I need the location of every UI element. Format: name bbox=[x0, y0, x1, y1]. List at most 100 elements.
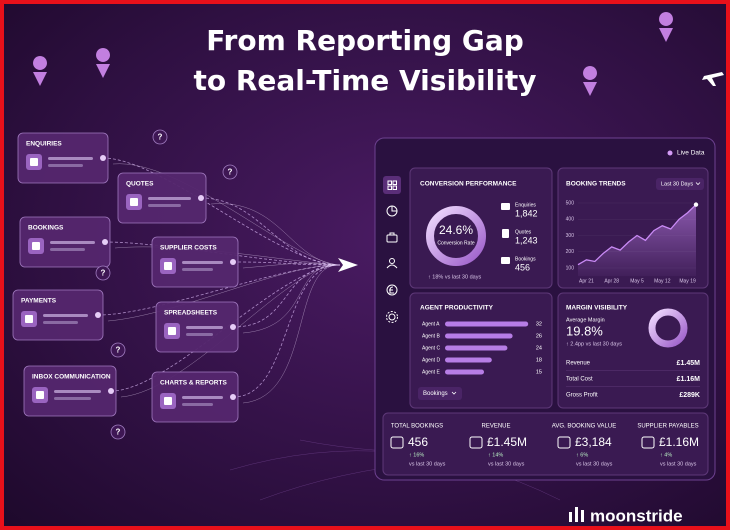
kpi-change: ↑ 6% bbox=[576, 452, 588, 458]
y-tick-label: 400 bbox=[566, 217, 575, 223]
x-tick-label: May 19 bbox=[679, 278, 696, 284]
margin-row-label: Revenue bbox=[566, 361, 591, 367]
metric-label: Bookings bbox=[423, 391, 448, 397]
connector-dot bbox=[230, 394, 236, 400]
margin-row-value: £289K bbox=[679, 392, 700, 399]
question-badge bbox=[152, 129, 168, 145]
kpi-change: ↑ 16% bbox=[409, 452, 424, 458]
source-label: CHARTS & REPORTS bbox=[160, 380, 227, 387]
placeholder-line bbox=[54, 390, 101, 393]
source-label: SUPPLIER COSTS bbox=[160, 245, 217, 252]
flow-line bbox=[102, 157, 341, 266]
y-tick-label: Agent D bbox=[422, 357, 440, 363]
title: to Real-Time Visibility bbox=[193, 64, 536, 97]
logo-mark bbox=[569, 507, 584, 522]
kpi-note: vs last 30 days bbox=[488, 461, 525, 467]
kpi-label: TOTAL BOOKINGS bbox=[391, 424, 443, 430]
kpi-icon bbox=[641, 436, 655, 449]
y-tick-label: Agent C bbox=[422, 345, 440, 351]
chevron bbox=[695, 182, 701, 186]
panel-title: AGENT PRODUCTIVITY bbox=[420, 305, 494, 312]
placeholder-line bbox=[50, 248, 85, 251]
placeholder-line bbox=[186, 326, 223, 329]
source-glyph bbox=[30, 158, 38, 166]
kpi-value: £3,184 bbox=[575, 435, 612, 449]
placeholder-line bbox=[148, 197, 191, 200]
placeholder-line bbox=[182, 396, 223, 399]
flow-line bbox=[232, 261, 341, 266]
margin-ring bbox=[648, 308, 688, 348]
panel-title: BOOKING TRENDS bbox=[566, 181, 626, 188]
connector-dot bbox=[230, 259, 236, 265]
source-glyph bbox=[164, 262, 172, 270]
margin-row-label: Gross Profit bbox=[566, 393, 598, 399]
source-glyph bbox=[164, 397, 172, 405]
connector-dot bbox=[198, 195, 204, 201]
flow-glow bbox=[210, 203, 341, 266]
kpi-change: ↑ 4% bbox=[660, 452, 672, 458]
flow-line bbox=[232, 264, 341, 398]
metric-value: 1,842 bbox=[515, 208, 538, 218]
placeholder-line bbox=[48, 164, 83, 167]
placeholder-line bbox=[48, 157, 93, 160]
bar bbox=[445, 321, 529, 327]
flow-glow bbox=[242, 262, 341, 269]
question-badge bbox=[110, 424, 126, 440]
placeholder-line bbox=[43, 314, 88, 317]
sidebar bbox=[383, 176, 401, 323]
question-badge bbox=[110, 342, 126, 358]
metric-select[interactable] bbox=[418, 387, 462, 400]
source-label: ENQUIRIES bbox=[26, 141, 62, 148]
brand: moonstride bbox=[590, 506, 683, 525]
bar bbox=[445, 333, 513, 339]
range-select[interactable] bbox=[656, 178, 704, 190]
y-tick-label: Agent E bbox=[422, 369, 440, 375]
kpi-change: ↑ 14% bbox=[488, 452, 503, 458]
flow-line bbox=[232, 264, 341, 328]
question-badge bbox=[95, 265, 111, 281]
live-label: Live Data bbox=[677, 150, 705, 157]
kpi-note: vs last 30 days bbox=[409, 461, 446, 467]
live-dot bbox=[667, 150, 673, 156]
metric-value: 1,243 bbox=[515, 235, 538, 245]
chevron bbox=[451, 391, 457, 395]
bar bbox=[445, 345, 508, 351]
source-label: BOOKINGS bbox=[28, 225, 64, 232]
title: From Reporting Gap bbox=[206, 24, 524, 57]
placeholder-line bbox=[182, 403, 213, 406]
conversion-rate: 24.6% bbox=[439, 223, 473, 237]
flow-glow bbox=[242, 264, 341, 334]
bar bbox=[445, 369, 484, 375]
question-mark: ? bbox=[228, 168, 233, 177]
conversion-label: Conversion Rate bbox=[437, 240, 474, 246]
metric-label: Quotes bbox=[515, 229, 532, 235]
margin-value: 19.8% bbox=[566, 323, 603, 338]
kpi-label: REVENUE bbox=[481, 424, 510, 430]
question-badge bbox=[222, 164, 238, 180]
margin-row-value: £1.45M bbox=[677, 360, 701, 367]
metric-label: Bookings bbox=[515, 256, 536, 262]
range-label: Last 30 Days bbox=[661, 181, 693, 187]
x-tick-label: Apr 21 bbox=[579, 278, 594, 284]
x-tick-label: May 5 bbox=[630, 278, 644, 284]
placeholder-line bbox=[50, 241, 95, 244]
placeholder-line bbox=[186, 333, 213, 336]
trend-line bbox=[577, 204, 697, 266]
source-glyph bbox=[32, 242, 40, 250]
metric-value: 456 bbox=[515, 262, 530, 272]
panels bbox=[382, 167, 709, 476]
source-glyph bbox=[36, 391, 44, 399]
value-label: 24 bbox=[536, 345, 542, 351]
y-tick-label: Agent B bbox=[422, 333, 440, 339]
question-mark: ? bbox=[101, 269, 106, 278]
source-glyph bbox=[168, 327, 176, 335]
placeholder-line bbox=[182, 261, 223, 264]
bar bbox=[445, 357, 492, 363]
value-label: 18 bbox=[536, 357, 542, 363]
margin-row-value: £1.16M bbox=[677, 376, 701, 383]
panel-title: CONVERSION PERFORMANCE bbox=[420, 181, 517, 188]
connector-dot bbox=[95, 312, 101, 318]
flow-line bbox=[104, 241, 341, 266]
